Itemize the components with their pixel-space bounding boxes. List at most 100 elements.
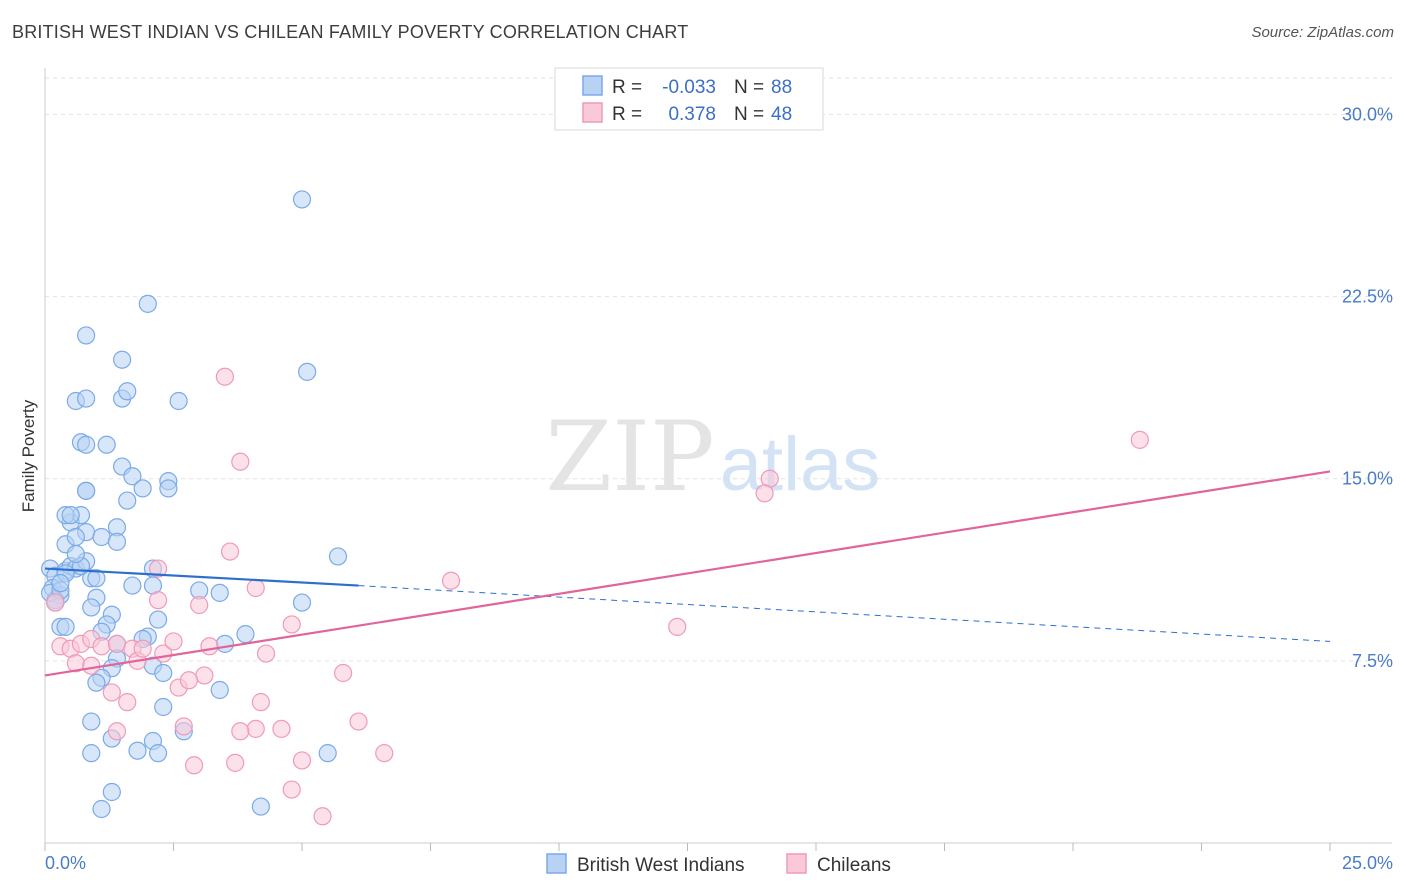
- point-chileans-28: [246, 719, 265, 738]
- legend-r-value-0: -0.033: [662, 77, 716, 98]
- point-british-west-indians-33: [159, 479, 178, 498]
- point-chileans-39: [220, 542, 240, 561]
- point-british-west-indians-19: [66, 527, 85, 547]
- point-british-west-indians-72: [154, 697, 173, 717]
- point-chileans-16: [148, 591, 168, 610]
- point-british-west-indians-65: [236, 625, 255, 644]
- watermark-zip: ZIP: [545, 401, 714, 513]
- legend-r-value-1: 0.378: [668, 104, 716, 125]
- point-chileans-24: [118, 693, 137, 712]
- legend-swatch-chileans: [582, 102, 603, 123]
- point-chileans-18: [246, 578, 265, 598]
- point-british-west-indians-35: [77, 389, 96, 408]
- trend-line-british-west-indians: [44, 567, 359, 587]
- point-british-west-indians-83: [92, 799, 111, 819]
- point-chileans-42: [215, 367, 234, 386]
- chart-title: BRITISH WEST INDIAN VS CHILEAN FAMILY PO…: [12, 22, 689, 42]
- point-chileans-46: [755, 484, 774, 503]
- point-chileans-17: [190, 595, 209, 615]
- point-british-west-indians-52: [51, 574, 70, 593]
- point-british-west-indians-69: [154, 663, 173, 683]
- point-british-west-indians-30: [118, 491, 137, 510]
- watermark-atlas: atlas: [720, 422, 881, 507]
- point-british-west-indians-54: [82, 598, 101, 617]
- point-chileans-11: [256, 644, 276, 663]
- legend-n-value-0: 88: [771, 77, 792, 98]
- grid-lines: [45, 77, 1392, 662]
- point-british-west-indians-17: [61, 506, 80, 525]
- point-british-west-indians-80: [148, 744, 168, 763]
- series-legend-swatch-british-west-indians: [546, 853, 567, 874]
- point-british-west-indians-47: [123, 576, 142, 595]
- point-chileans-27: [174, 717, 193, 736]
- x-tick-label-max: 25.0%: [1342, 853, 1393, 873]
- point-british-west-indians-51: [210, 583, 229, 602]
- legend-n-label-0: N =: [734, 77, 764, 98]
- point-british-west-indians-41: [138, 294, 157, 313]
- point-chileans-29: [272, 719, 291, 738]
- point-chileans-0: [46, 593, 65, 612]
- point-chileans-32: [184, 756, 204, 775]
- point-chileans-43: [441, 571, 461, 590]
- point-chileans-38: [313, 807, 332, 826]
- point-chileans-44: [668, 617, 687, 636]
- point-british-west-indians-82: [102, 782, 121, 802]
- point-british-west-indians-38: [169, 391, 188, 411]
- series-legend-swatch-chileans: [786, 853, 807, 874]
- point-british-west-indians-85: [328, 547, 348, 566]
- x-tick-label-min: 0.0%: [45, 853, 86, 873]
- point-chileans-33: [226, 753, 245, 772]
- point-chileans-41: [231, 452, 250, 471]
- point-british-west-indians-39: [112, 350, 132, 369]
- point-british-west-indians-79: [82, 744, 101, 763]
- trend-line-extension-british-west-indians: [358, 585, 1331, 642]
- legend-r-label-1: R =: [612, 104, 642, 125]
- y-tick-label-1: 15.0%: [1342, 469, 1393, 489]
- series-legend-label-chileans: Chileans: [817, 855, 891, 876]
- point-chileans-37: [282, 780, 301, 799]
- point-british-west-indians-60: [148, 610, 168, 629]
- axes: [44, 68, 1392, 851]
- point-british-west-indians-26: [77, 435, 96, 454]
- point-chileans-15: [133, 639, 152, 658]
- point-british-west-indians-20: [92, 527, 111, 547]
- legend-n-label-1: N =: [734, 104, 764, 125]
- point-chileans-25: [179, 671, 199, 690]
- point-british-west-indians-31: [133, 479, 152, 498]
- point-british-west-indians-59: [56, 617, 75, 636]
- x-tick-labels: 0.0% 25.0%: [45, 853, 1393, 873]
- point-british-west-indians-84: [251, 797, 270, 816]
- legend-r-label-0: R =: [612, 77, 642, 98]
- point-chileans-5: [92, 637, 111, 656]
- series-legend: British West Indians Chileans: [546, 853, 891, 876]
- y-tick-labels: 7.5% 15.0% 22.5% 30.0%: [1342, 104, 1393, 670]
- point-british-west-indians-46: [87, 569, 106, 588]
- point-chileans-34: [292, 751, 312, 770]
- point-british-west-indians-86: [292, 593, 312, 612]
- point-chileans-6: [107, 634, 127, 653]
- point-british-west-indians-24: [77, 481, 96, 500]
- trend-line-chileans: [44, 470, 1331, 677]
- point-british-west-indians-71: [87, 673, 106, 692]
- point-chileans-9: [164, 632, 183, 651]
- point-chileans-13: [82, 656, 101, 675]
- point-chileans-23: [102, 683, 121, 702]
- trend-lines: [44, 470, 1331, 677]
- source-credit: Source: ZipAtlas.com: [1251, 24, 1394, 41]
- point-british-west-indians-43: [298, 362, 317, 381]
- legend-swatch-british-west-indians: [582, 75, 603, 96]
- legend-n-value-1: 48: [771, 104, 792, 125]
- point-chileans-40: [148, 559, 168, 578]
- point-chileans-19: [282, 615, 301, 634]
- point-chileans-20: [334, 663, 353, 683]
- series-legend-label-british-west-indians: British West Indians: [577, 855, 745, 876]
- y-tick-label-0: 7.5%: [1352, 651, 1393, 671]
- y-tick-label-2: 22.5%: [1342, 287, 1393, 307]
- point-chileans-30: [231, 722, 250, 741]
- point-british-west-indians-73: [210, 680, 229, 700]
- point-british-west-indians-64: [215, 634, 234, 653]
- point-british-west-indians-29: [123, 467, 142, 486]
- y-axis-title: Family Poverty: [19, 399, 38, 512]
- point-british-west-indians-37: [118, 382, 137, 401]
- point-british-west-indians-81: [318, 744, 337, 763]
